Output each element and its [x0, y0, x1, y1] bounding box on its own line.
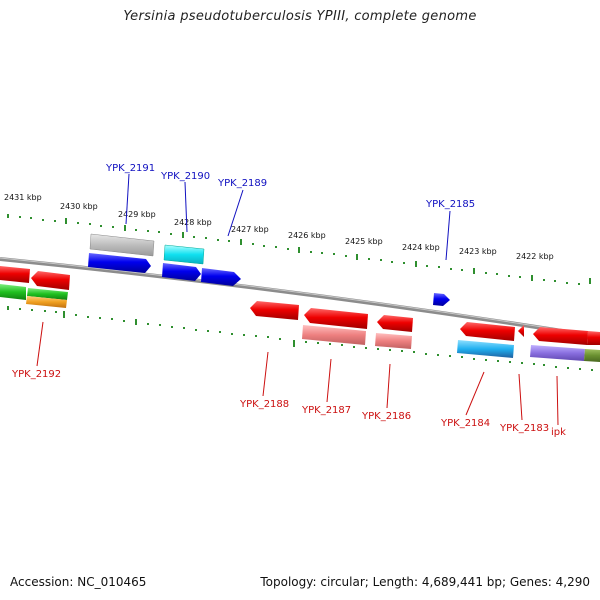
gene-label-ypk-2189[interactable]: YPK_2189 — [217, 178, 267, 189]
gene-arrow[interactable] — [0, 284, 26, 300]
gene-label-ypk-2184[interactable]: YPK_2184 — [440, 418, 490, 429]
scale-label: 2426 kbp — [288, 231, 326, 240]
scale-label: 2422 kbp — [516, 252, 554, 261]
accession-text: Accession: NC_010465 — [10, 575, 147, 589]
gene-label-ypk-2185[interactable]: YPK_2185 — [425, 199, 475, 210]
gene-arrow-ypk-2190[interactable] — [162, 263, 201, 281]
gene-label-ypk-2183[interactable]: YPK_2183 — [499, 423, 549, 434]
gene-arrow-ypk-2188[interactable] — [250, 301, 299, 320]
genome-backbone — [0, 257, 600, 339]
gene-arrow[interactable] — [89, 233, 155, 257]
gene-label-ypk-2188[interactable]: YPK_2188 — [239, 399, 289, 410]
scale-label: 2429 kbp — [118, 210, 156, 219]
scale-label: 2431 kbp — [4, 193, 42, 202]
gene-arrow[interactable] — [584, 349, 600, 362]
gene-arrow-ypk-2189[interactable] — [201, 268, 241, 286]
scale-label: 2423 kbp — [459, 247, 497, 256]
gene-arrow-ypk-2187-pink[interactable] — [302, 325, 366, 345]
outer-scale-ticks — [7, 214, 591, 285]
gene-arrow-ypk-2192[interactable] — [26, 296, 67, 308]
gene-label-ypk-2186[interactable]: YPK_2186 — [361, 411, 411, 422]
gene-label-ypk-2187[interactable]: YPK_2187 — [301, 405, 351, 416]
scale-label: 2427 kbp — [231, 225, 269, 234]
gene-arrow-ipk[interactable] — [533, 327, 588, 345]
forward-label-leaders — [125, 173, 451, 261]
gene-label-ypk-2191[interactable]: YPK_2191 — [105, 163, 155, 174]
reverse-strand-genes — [0, 266, 600, 362]
genome-backbone-highlight — [0, 257, 600, 337]
gene-arrow[interactable] — [27, 288, 68, 300]
gene-arrow[interactable] — [587, 331, 600, 345]
gene-arrow-ypk-2186-pink[interactable] — [375, 333, 412, 349]
gene-arrow-ypk-2191[interactable] — [88, 253, 151, 273]
gene-arrow-ypk-2185[interactable] — [433, 293, 450, 306]
gene-arrow-ypk-2184-blue[interactable] — [457, 340, 514, 358]
scale-label: 2430 kbp — [60, 202, 98, 211]
scale-label: 2424 kbp — [402, 243, 440, 252]
gene-arrow-ypk-2184[interactable] — [460, 322, 515, 341]
reverse-label-leaders — [36, 321, 559, 426]
gene-arrow[interactable] — [0, 266, 30, 283]
gene-arrow[interactable] — [31, 271, 70, 290]
gene-label-ipk[interactable]: ipk — [551, 427, 566, 438]
gene-arrow-ypk-2187[interactable] — [304, 308, 368, 329]
map-title: Yersinia pseudotuberculosis YPIII, compl… — [123, 9, 477, 24]
gene-arrow-ypk-2183[interactable] — [518, 325, 524, 337]
gene-arrow-ypk-2190-top[interactable] — [163, 244, 205, 265]
scale-label: 2425 kbp — [345, 237, 383, 246]
gene-arrow-ipk-purple[interactable] — [530, 345, 585, 361]
inner-scale-ticks — [7, 306, 593, 371]
gene-arrow-ypk-2186[interactable] — [377, 315, 413, 332]
gene-label-ypk-2190[interactable]: YPK_2190 — [160, 171, 210, 182]
scale-label: 2428 kbp — [174, 218, 212, 227]
forward-strand-genes — [88, 233, 450, 306]
genome-summary-text: Topology: circular; Length: 4,689,441 bp… — [260, 575, 590, 589]
gene-label-ypk-2192[interactable]: YPK_2192 — [11, 369, 61, 380]
